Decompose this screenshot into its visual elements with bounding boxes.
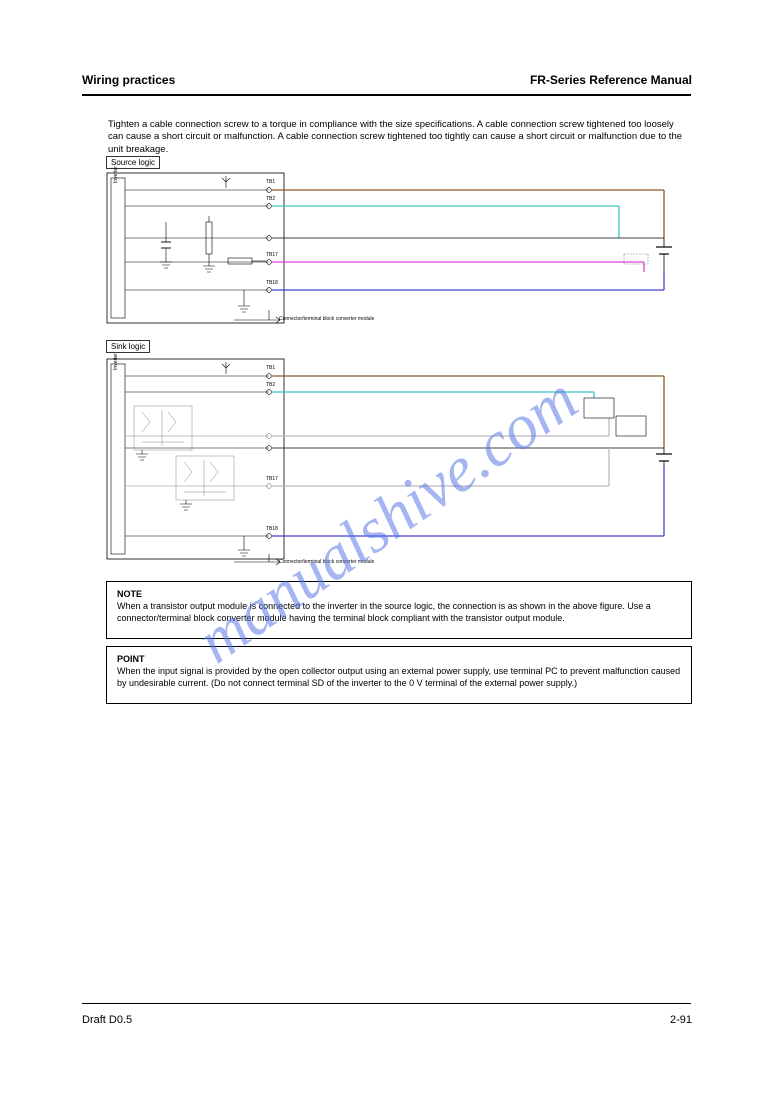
note1-heading: NOTE	[117, 589, 142, 599]
fig2-conn-bottom: Connector/terminal block converter modul…	[279, 559, 374, 565]
footer-left: Draft D0.5	[82, 1014, 132, 1026]
fig2-tb1: TB1	[266, 365, 275, 371]
fig2-tb17: TB17	[266, 476, 278, 482]
intro-text: Tighten a cable connection screw to a to…	[108, 119, 688, 156]
rule-top	[82, 94, 691, 96]
fig2-tb18: TB18	[266, 526, 278, 532]
figure2-diagram	[104, 356, 674, 566]
fig2-connector-label: Inverter	[113, 353, 119, 370]
note2-body: When the input signal is provided by the…	[117, 666, 680, 688]
figure1-diagram	[104, 170, 674, 326]
header-left: Wiring practices	[82, 73, 175, 87]
footer-right: 2-91	[670, 1014, 692, 1026]
fig2-label: Sink logic	[106, 340, 150, 353]
page-root: Wiring practices FR-Series Reference Man…	[0, 0, 774, 1093]
note1-body: When a transistor output module is conne…	[117, 601, 651, 623]
fig1-tb2: TB2	[266, 196, 275, 202]
fig2-tb2: TB2	[266, 382, 275, 388]
fig1-tb18: TB18	[266, 280, 278, 286]
header-right: FR-Series Reference Manual	[530, 73, 692, 87]
note-box-1: NOTE When a transistor output module is …	[106, 581, 692, 639]
note2-heading: POINT	[117, 654, 145, 664]
note-box-2: POINT When the input signal is provided …	[106, 646, 692, 704]
fig1-tb1: TB1	[266, 179, 275, 185]
fig1-tb17: TB17	[266, 252, 278, 258]
fig1-conn-bottom: Connector/terminal block converter modul…	[279, 316, 374, 322]
rule-bottom	[82, 1003, 691, 1004]
fig1-connector-label: Inverter	[113, 166, 119, 183]
